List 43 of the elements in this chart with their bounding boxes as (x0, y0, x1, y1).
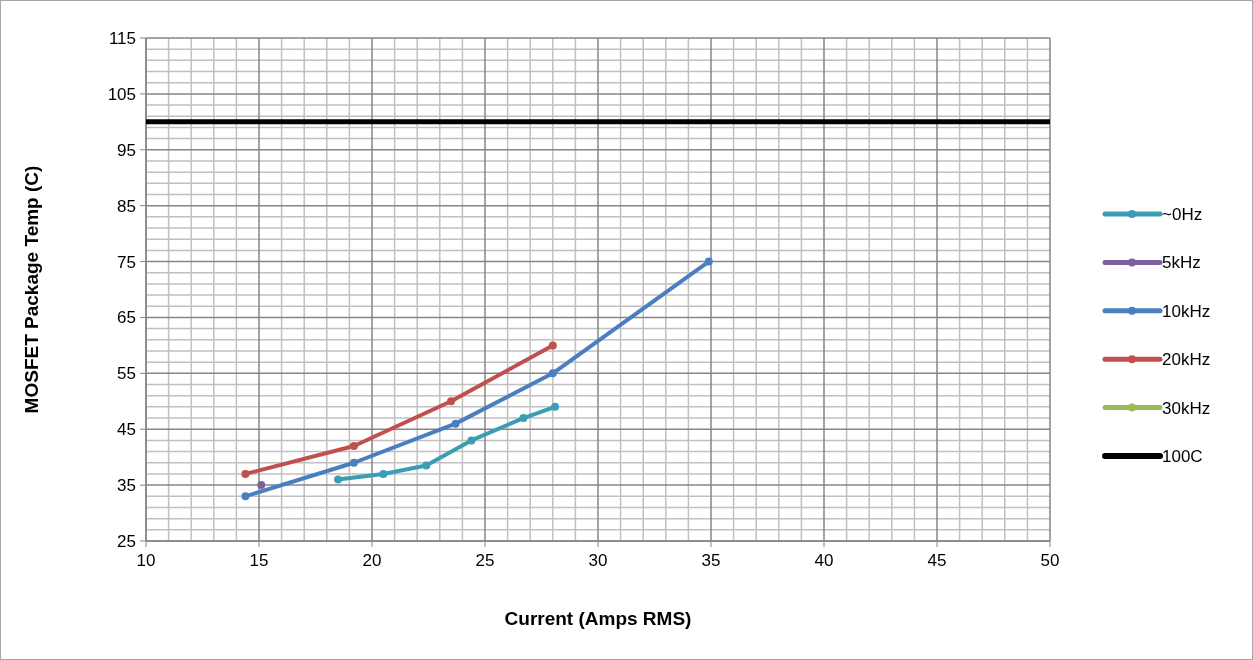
point (241, 469, 250, 478)
point (257, 481, 266, 490)
point (548, 369, 557, 378)
legend-label: 30kHz (1162, 398, 1211, 418)
point (349, 458, 358, 467)
x-tick-label: 25 (475, 551, 495, 570)
x-tick-label: 20 (362, 551, 382, 570)
point (548, 341, 557, 350)
legend-label: 5kHz (1162, 253, 1201, 273)
y-tick-label: 75 (117, 252, 136, 272)
y-tick-label: 105 (107, 84, 136, 104)
y-tick-label: 55 (117, 364, 136, 384)
x-tick-label: 10 (136, 551, 156, 570)
legend-label: 20kHz (1162, 350, 1211, 370)
point (704, 257, 713, 266)
x-axis-title: Current (Amps RMS) (504, 608, 692, 629)
point (519, 414, 528, 423)
x-tick-label: 40 (814, 551, 834, 570)
x-tick-label: 45 (927, 551, 947, 570)
y-tick-label: 115 (108, 29, 136, 48)
legend-label: 100C (1162, 447, 1203, 466)
x-tick-label: 15 (249, 551, 269, 570)
y-tick-label: 25 (117, 532, 136, 551)
x-tick-label: 30 (588, 551, 608, 570)
legend-label: 10kHz (1162, 301, 1211, 321)
x-tick-label: 35 (701, 551, 721, 570)
point (349, 441, 358, 450)
x-tick-label: 50 (1040, 551, 1060, 570)
legend-label: ~0Hz (1162, 205, 1203, 224)
point (422, 461, 431, 470)
y-tick-label: 85 (117, 196, 136, 216)
point (447, 397, 456, 406)
point (551, 402, 560, 411)
y-tick-label: 95 (117, 140, 136, 160)
y-tick-label: 35 (117, 476, 136, 496)
y-axis-title: MOSFET Package Temp (C) (21, 165, 42, 414)
point (467, 436, 476, 445)
point (451, 419, 460, 428)
y-tick-label: 65 (117, 308, 136, 328)
point (379, 469, 388, 478)
y-tick-label: 45 (117, 420, 136, 440)
point (334, 475, 343, 484)
point (241, 492, 250, 501)
